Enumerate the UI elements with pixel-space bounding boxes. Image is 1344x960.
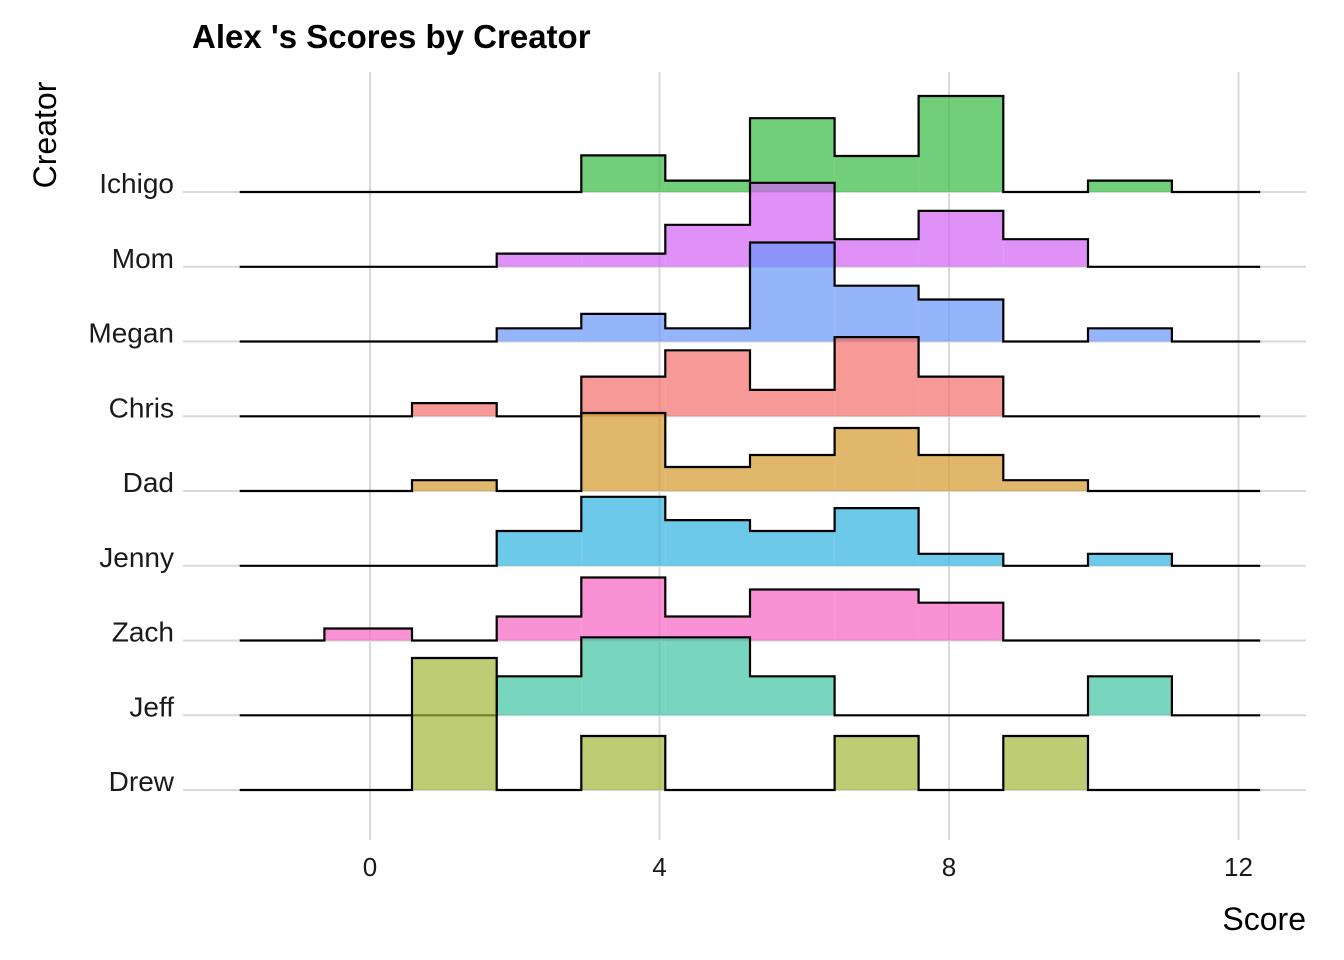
histogram-bar <box>918 455 1004 491</box>
ridge-outline <box>239 181 1261 268</box>
y-category-label: Dad <box>123 467 174 498</box>
histogram-bar <box>834 156 919 192</box>
histogram-bar <box>581 253 666 267</box>
histogram-bar <box>1087 328 1172 342</box>
histogram-bar <box>581 577 666 641</box>
histogram-bar <box>749 676 835 716</box>
histogram-bar <box>411 403 497 417</box>
histogram-bar <box>581 496 666 566</box>
ridge-outline <box>239 656 1261 792</box>
x-axis-ticks: 0 4 8 12 <box>363 852 1253 882</box>
ridge-drew <box>239 656 1261 792</box>
y-category-label: Chris <box>109 392 174 423</box>
histogram-bar <box>834 428 919 491</box>
ridge-mom <box>239 181 1261 268</box>
histogram-bar <box>581 376 666 417</box>
ridge-jenny <box>239 495 1261 567</box>
x-tick-label: 8 <box>942 852 956 882</box>
y-category-label: Mom <box>112 243 174 274</box>
ridge-jeff <box>239 636 1261 717</box>
histogram-bar <box>834 736 919 790</box>
histogram-bar <box>665 637 750 716</box>
histogram-bar <box>918 210 1004 267</box>
histogram-bar <box>749 118 835 192</box>
histogram-bar <box>1003 239 1088 267</box>
histogram-bar <box>834 508 919 566</box>
histogram-bar <box>834 285 919 342</box>
ridge-dad <box>239 411 1261 493</box>
ridge-outline <box>239 94 1261 194</box>
histogram-bar <box>496 328 582 342</box>
histogram-bar <box>665 328 750 342</box>
histogram-bar <box>665 350 750 417</box>
y-category-label: Jenny <box>99 542 174 573</box>
ridge-zach <box>239 576 1261 642</box>
histogram-bar <box>411 480 497 491</box>
y-axis-title: Creator <box>27 81 63 188</box>
ridge-ichigo <box>239 94 1261 194</box>
histogram-bar <box>581 736 666 790</box>
histogram-bar <box>324 628 412 641</box>
histogram-bar <box>1087 553 1172 566</box>
histogram-bar <box>665 180 750 192</box>
histogram-bar <box>749 242 835 342</box>
y-category-label: Drew <box>109 766 175 797</box>
histogram-bar <box>411 658 497 790</box>
ridge-outline <box>239 495 1261 567</box>
x-tick-label: 12 <box>1224 852 1253 882</box>
histogram-bar <box>834 337 919 417</box>
histogram-bar <box>581 155 666 192</box>
histogram-bar <box>918 602 1004 641</box>
histogram-bar <box>581 637 666 716</box>
ridge-outline <box>239 241 1261 343</box>
y-category-label: Megan <box>88 318 174 349</box>
histogram-bar <box>834 589 919 641</box>
histogram-bar <box>918 96 1004 192</box>
x-axis-title: Score <box>1222 901 1306 937</box>
chart-title: Alex 's Scores by Creator <box>192 18 591 55</box>
histogram-bar <box>1003 736 1088 790</box>
histogram-bar <box>496 676 582 716</box>
y-category-label: Jeff <box>129 691 174 722</box>
x-tick-label: 4 <box>652 852 666 882</box>
ridgeline-series <box>239 94 1261 792</box>
histogram-bar <box>581 413 666 491</box>
ridge-outline <box>239 336 1261 418</box>
histogram-bar <box>749 530 835 566</box>
histogram-bar <box>749 589 835 641</box>
histogram-bar <box>496 616 582 641</box>
ridge-outline <box>239 576 1261 642</box>
x-tick-label: 0 <box>363 852 377 882</box>
y-axis-categories: Drew Jeff Zach Jenny Dad Chris Megan Mom Ichigo <box>88 168 174 797</box>
y-category-label: Zach <box>112 617 174 648</box>
y-category-label: Ichigo <box>99 168 174 199</box>
histogram-bar <box>834 239 919 267</box>
histogram-bar <box>1087 676 1172 716</box>
histogram-bar <box>496 530 582 566</box>
ridge-megan <box>239 241 1261 343</box>
histogram-bar <box>665 224 750 267</box>
histogram-bar <box>581 313 666 342</box>
histogram-bar <box>918 553 1004 566</box>
histogram-bar <box>749 455 835 491</box>
ridge-outline <box>239 411 1261 493</box>
histogram-bar <box>918 376 1004 417</box>
histogram-bar <box>1087 180 1172 192</box>
histogram-bar <box>496 253 582 267</box>
histogram-bar <box>1003 480 1088 491</box>
ridge-chris <box>239 336 1261 418</box>
histogram-bar <box>665 467 750 491</box>
histogram-bar <box>749 389 835 417</box>
histogram-bar <box>918 299 1004 342</box>
histogram-bar <box>665 520 750 566</box>
